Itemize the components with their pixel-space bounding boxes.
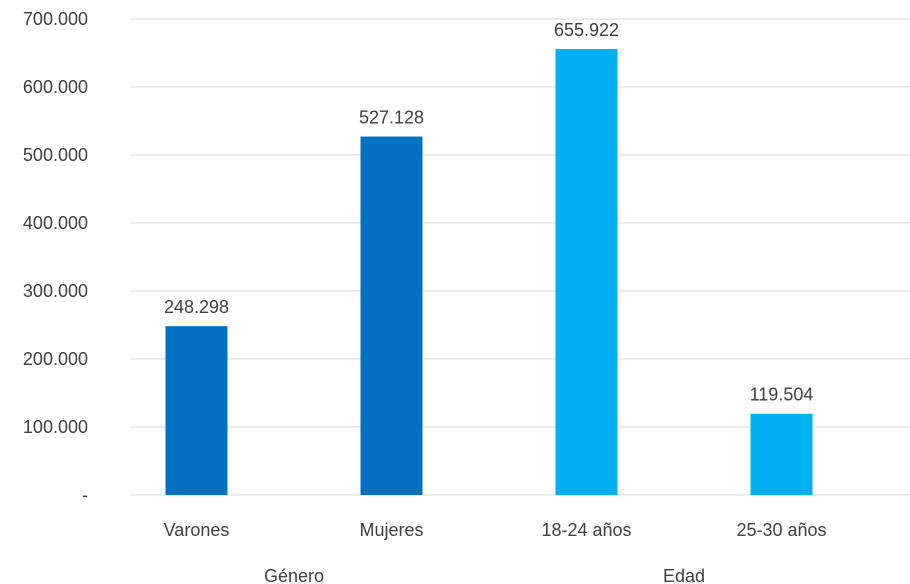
data-label: 527.128 xyxy=(359,108,424,128)
data-label: 248.298 xyxy=(164,297,229,317)
y-tick-label: 100.000 xyxy=(23,417,88,437)
bars xyxy=(165,48,813,495)
bar-18-24 años xyxy=(555,48,618,495)
data-labels: 248.298 527.128 655.922 119.504 xyxy=(164,20,813,405)
category-label: Mujeres xyxy=(359,520,423,540)
y-axis-ticks: - 100.000 200.000 300.000 400.000 500.000 600.… xyxy=(23,9,88,505)
bar-Varones xyxy=(165,326,228,495)
data-label: 119.504 xyxy=(750,385,814,405)
y-tick-label: 300.000 xyxy=(23,281,88,301)
category-label: 25-30 años xyxy=(736,520,826,540)
grid-lines xyxy=(130,18,910,496)
bar-Mujeres xyxy=(360,136,423,495)
y-tick-label: 600.000 xyxy=(23,77,88,97)
y-tick-label: 200.000 xyxy=(23,349,88,369)
group-label: Edad xyxy=(663,566,705,584)
y-tick-label: 700.000 xyxy=(23,9,88,29)
y-tick-label: - xyxy=(82,485,88,505)
y-tick-label: 500.000 xyxy=(23,145,88,165)
bar-25-30 años xyxy=(750,413,813,495)
data-label: 655.922 xyxy=(554,20,619,40)
category-label: Varones xyxy=(164,520,230,540)
group-label: Género xyxy=(264,566,324,584)
category-labels: Varones Mujeres 18-24 años 25-30 años xyxy=(164,520,827,540)
category-label: 18-24 años xyxy=(541,520,631,540)
group-labels: Género Edad xyxy=(264,566,705,584)
y-tick-label: 400.000 xyxy=(23,213,88,233)
